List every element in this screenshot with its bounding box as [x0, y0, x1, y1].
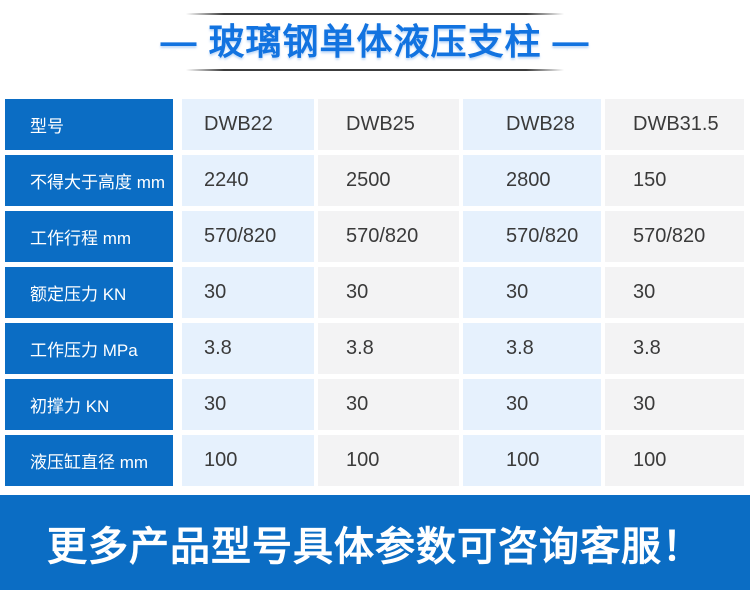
- row-label: 工作压力 MPa: [5, 323, 173, 374]
- row-label-model: 型号: [5, 99, 173, 150]
- table-row-working-stroke: 工作行程 mm 570/820 570/820 570/820 570/820: [5, 211, 750, 262]
- table-cell: 3.8: [182, 323, 314, 374]
- table-cell: 30: [318, 379, 459, 430]
- table-cell: 100: [182, 435, 314, 486]
- table-cell: 570/820: [605, 211, 744, 262]
- footer-notice: 更多产品型号具体参数可咨询客服！: [47, 524, 703, 569]
- table-cell: 30: [463, 379, 601, 430]
- footer-banner: 更多产品型号具体参数可咨询客服！: [0, 495, 750, 590]
- title-section: — 玻璃钢单体液压支柱 —: [0, 0, 750, 71]
- table-row-cylinder-diameter: 液压缸直径 mm 100 100 100 100: [5, 435, 750, 486]
- table-cell: 100: [605, 435, 744, 486]
- row-label: 初撑力 KN: [5, 379, 173, 430]
- row-label: 工作行程 mm: [5, 211, 173, 262]
- title-top-line: [186, 13, 564, 15]
- spec-table: 型号 DWB22 DWB25 DWB28 DWB31.5 不得大于高度 mm 2…: [5, 99, 750, 486]
- table-cell: 100: [463, 435, 601, 486]
- table-cell: 570/820: [318, 211, 459, 262]
- table-cell: 30: [182, 267, 314, 318]
- row-label: 液压缸直径 mm: [5, 435, 173, 486]
- table-row-max-height: 不得大于高度 mm 2240 2500 2800 150: [5, 155, 750, 206]
- table-cell: 30: [463, 267, 601, 318]
- page-title: — 玻璃钢单体液压支柱 —: [160, 21, 590, 62]
- column-header-dwb25: DWB25: [318, 99, 459, 150]
- table-cell: 2800: [463, 155, 601, 206]
- table-cell: 30: [605, 379, 744, 430]
- table-cell: 100: [318, 435, 459, 486]
- table-cell: 3.8: [605, 323, 744, 374]
- table-cell: 2240: [182, 155, 314, 206]
- row-label: 不得大于高度 mm: [5, 155, 173, 206]
- column-header-dwb31-5: DWB31.5: [605, 99, 744, 150]
- table-cell: 570/820: [182, 211, 314, 262]
- table-row-working-pressure: 工作压力 MPa 3.8 3.8 3.8 3.8: [5, 323, 750, 374]
- column-header-dwb22: DWB22: [182, 99, 314, 150]
- table-cell: 150: [605, 155, 744, 206]
- table-cell: 3.8: [463, 323, 601, 374]
- row-label: 额定压力 KN: [5, 267, 173, 318]
- table-cell: 3.8: [318, 323, 459, 374]
- table-row-rated-pressure: 额定压力 KN 30 30 30 30: [5, 267, 750, 318]
- table-cell: 30: [182, 379, 314, 430]
- table-cell: 570/820: [463, 211, 601, 262]
- title-bottom-line: [186, 69, 564, 71]
- column-header-dwb28: DWB28: [463, 99, 601, 150]
- table-cell: 30: [605, 267, 744, 318]
- table-cell: 2500: [318, 155, 459, 206]
- table-cell: 30: [318, 267, 459, 318]
- table-row-initial-support-force: 初撑力 KN 30 30 30 30: [5, 379, 750, 430]
- table-header-row: 型号 DWB22 DWB25 DWB28 DWB31.5: [5, 99, 750, 150]
